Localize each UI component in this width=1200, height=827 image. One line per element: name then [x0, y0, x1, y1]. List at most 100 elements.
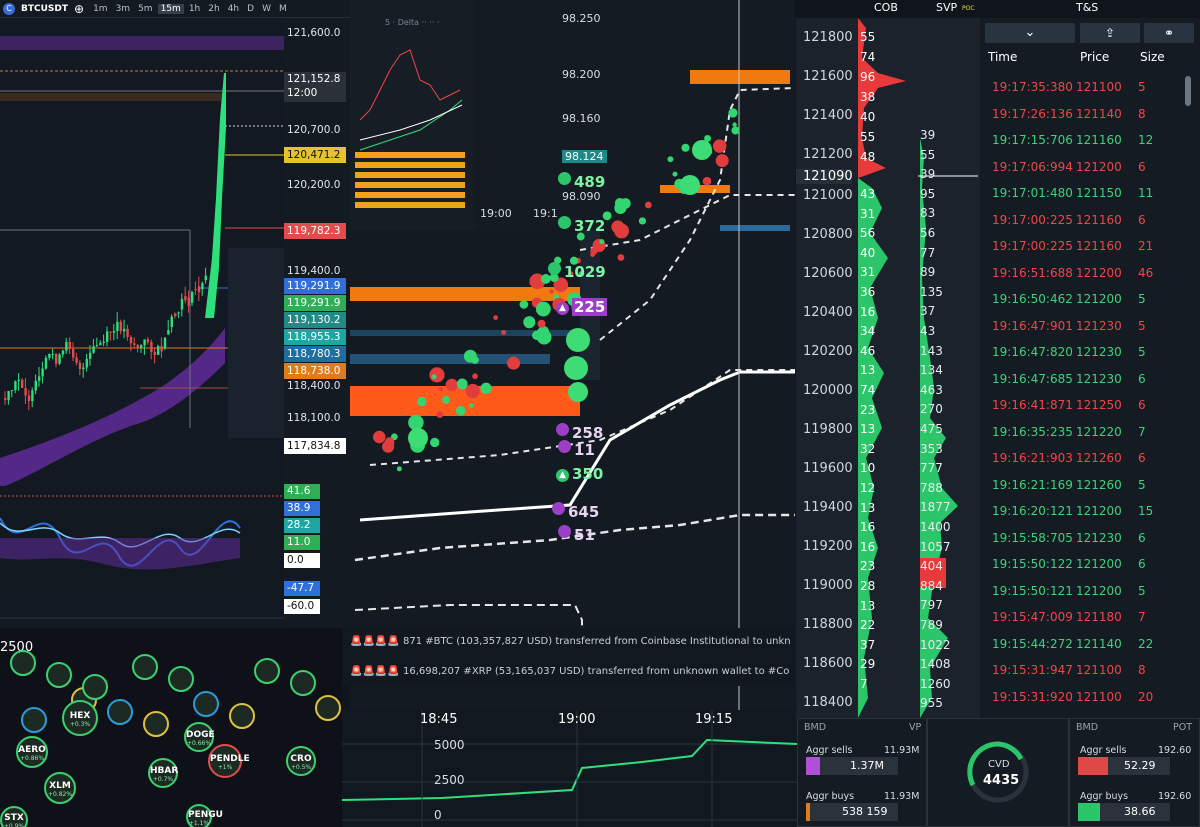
ladder-price[interactable]: 121200 [803, 147, 853, 162]
ladder-price[interactable]: 120200 [803, 344, 853, 359]
aggr-sells-bar: 52.29 [1078, 757, 1170, 775]
coin-bubble-icon[interactable] [315, 695, 341, 721]
footprint-axis-label: 98.250 [562, 12, 601, 25]
coin-bubble-icon[interactable] [10, 650, 36, 676]
symbol-selector[interactable]: BTCUSDT [21, 3, 69, 14]
coin-bubble-icon[interactable] [290, 670, 316, 696]
ts-row[interactable]: 19:16:21:169 121260 5 [980, 472, 1185, 498]
link-icon[interactable]: ⚭ [1144, 23, 1194, 43]
ts-row[interactable]: 19:17:01:480 121150 11 [980, 180, 1185, 206]
timeframe-button[interactable]: M [278, 3, 287, 14]
timeframe-button[interactable]: W [262, 3, 271, 14]
candlestick-chart[interactable] [0, 18, 284, 628]
ts-row[interactable]: 19:15:50:121 121200 5 [980, 578, 1185, 604]
ladder-price[interactable]: 118800 [803, 617, 853, 632]
ts-row[interactable]: 19:15:58:705 121230 6 [980, 525, 1185, 551]
coin-bubble-icon[interactable] [82, 674, 108, 700]
ts-row[interactable]: 19:16:47:820 121230 5 [980, 339, 1185, 365]
ts-row[interactable]: 19:17:26:136 121140 8 [980, 101, 1185, 127]
coin-bubble[interactable]: HEX +0.3% [62, 700, 98, 736]
coin-bubble-icon[interactable] [229, 703, 255, 729]
c-logo-icon[interactable]: C [3, 2, 15, 15]
coin-bubble-icon[interactable] [193, 691, 219, 717]
coin-bubble[interactable]: PENGU +1.1% [186, 804, 223, 827]
ts-row[interactable]: 19:15:31:920 121100 20 [980, 684, 1185, 710]
coin-bubble[interactable]: PENDLE +1% [208, 744, 250, 778]
timeframe-button[interactable]: 15m [157, 3, 184, 14]
ladder-price[interactable]: 119000 [803, 578, 853, 593]
alert-row[interactable]: 🚨🚨🚨🚨 16,698,207 #XRP (53,165,037 USD) tr… [350, 660, 790, 684]
ladder-price[interactable]: 118600 [803, 656, 853, 671]
coin-bubble[interactable]: XLM +0.82% [44, 772, 76, 804]
alert-row[interactable]: 🚨🚨🚨🚨 871 #BTC (103,357,827 USD) transfer… [350, 630, 790, 654]
ladder-price[interactable]: 119800 [803, 422, 853, 437]
ladder-price[interactable]: 118400 [803, 695, 853, 710]
ladder-price[interactable]: 120800 [803, 227, 853, 242]
ts-row[interactable]: 19:15:50:122 121200 6 [980, 551, 1185, 577]
ts-row[interactable]: 19:16:47:685 121230 6 [980, 366, 1185, 392]
chevron-down-icon[interactable]: ⌄ [985, 23, 1075, 43]
candle-body [41, 368, 44, 377]
ts-row[interactable]: 19:17:00:225 121160 21 [980, 233, 1185, 259]
circle-marker-icon [556, 423, 569, 436]
coin-bubble[interactable]: DOGE +0.66% [184, 722, 215, 752]
ts-row[interactable]: 19:17:00:225 121160 6 [980, 207, 1185, 233]
coin-bubble-icon[interactable] [21, 707, 47, 733]
ts-scrollbar[interactable] [1185, 76, 1191, 106]
coin-bubble-icon[interactable] [107, 699, 133, 725]
ts-row[interactable]: 19:15:44:272 121140 22 [980, 631, 1185, 657]
ts-row[interactable]: 19:16:51:688 121200 46 [980, 260, 1185, 286]
ladder-price[interactable]: 121090 [796, 169, 853, 184]
ts-row[interactable]: 19:16:41:871 121250 6 [980, 392, 1185, 418]
timeframe-button[interactable]: 5m [138, 3, 153, 14]
trade-bubble [549, 273, 559, 282]
timeframe-button[interactable]: 4h [227, 3, 240, 14]
price-label: 120,200.0 [287, 179, 341, 191]
svp-qty: 475 [920, 422, 943, 436]
share-icon[interactable]: ⇪ [1080, 23, 1140, 43]
timeframe-button[interactable]: 1h [188, 3, 201, 14]
candle-body [194, 289, 197, 291]
ts-price: 121200 [1076, 557, 1122, 571]
timeframe-button[interactable]: 3m [115, 3, 131, 14]
ts-row[interactable]: 19:16:21:903 121260 6 [980, 445, 1185, 471]
ts-price: 121260 [1076, 477, 1122, 492]
coin-bubble-icon[interactable] [46, 662, 72, 688]
footprint-chart[interactable] [350, 0, 795, 710]
coin-bubble[interactable]: HBAR +0.7% [148, 758, 178, 788]
ts-row[interactable]: 19:17:06:994 121200 6 [980, 154, 1185, 180]
ts-row[interactable]: 19:16:35:235 121220 7 [980, 419, 1185, 445]
timeframe-button[interactable]: D [247, 3, 255, 14]
timeframe-button[interactable]: 2h [208, 3, 220, 14]
ladder-price[interactable]: 120600 [803, 266, 853, 281]
coin-bubble[interactable]: CRO +0.5% [286, 746, 316, 776]
ladder-price[interactable]: 121000 [803, 188, 853, 203]
ladder-price[interactable]: 119400 [803, 500, 853, 515]
plus-icon[interactable]: ⊕ [74, 1, 85, 16]
ts-row[interactable]: 19:16:47:901 121230 5 [980, 313, 1185, 339]
coin-bubble-icon[interactable] [168, 666, 194, 692]
ladder-price[interactable]: 121400 [803, 108, 853, 123]
ladder-histogram [858, 18, 978, 718]
ts-row[interactable]: 19:16:20:121 121200 15 [980, 498, 1185, 524]
timeframe-button[interactable]: 1m [93, 3, 108, 14]
ts-row[interactable]: 19:15:47:009 121180 7 [980, 604, 1185, 630]
ladder-price[interactable]: 121800 [803, 30, 853, 45]
coin-bubble[interactable]: AERO +0.86% [16, 736, 48, 768]
ladder-price[interactable]: 119600 [803, 461, 853, 476]
ladder-price[interactable]: 119200 [803, 539, 853, 554]
ts-time: 19:16:21:903 [992, 451, 1073, 465]
ts-row[interactable]: 19:17:35:380 121100 5 [980, 74, 1185, 100]
coin-bubble[interactable]: STX +0.9% [0, 806, 28, 827]
coin-bubble-icon[interactable] [132, 654, 158, 680]
ts-row[interactable]: 19:16:50:462 121200 5 [980, 286, 1185, 312]
ladder-price[interactable]: 120000 [803, 383, 853, 398]
coin-change: +0.7% [152, 776, 174, 783]
ladder-price[interactable]: 121600 [803, 69, 853, 84]
ladder-price[interactable]: 120400 [803, 305, 853, 320]
candle-body [78, 362, 82, 369]
ts-row[interactable]: 19:17:15:706 121160 12 [980, 127, 1185, 153]
coin-bubble-icon[interactable] [254, 658, 280, 684]
coin-bubble-icon[interactable] [143, 711, 169, 737]
ts-row[interactable]: 19:15:31:947 121100 8 [980, 657, 1185, 683]
